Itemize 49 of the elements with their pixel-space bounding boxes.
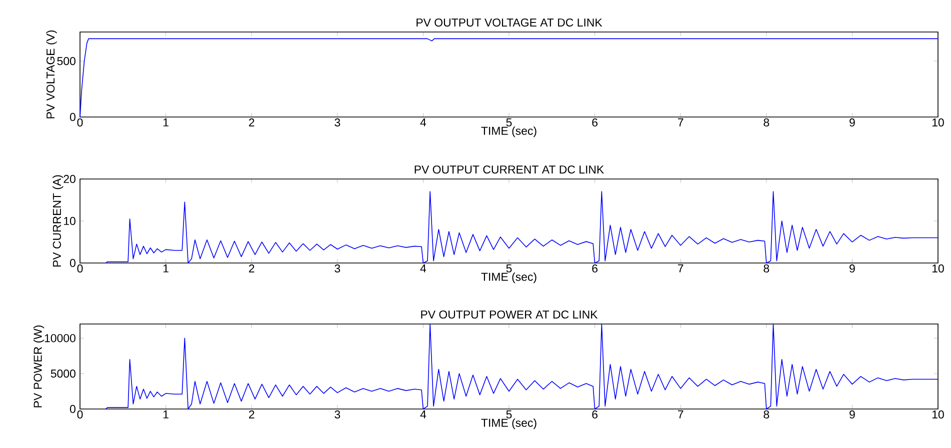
x-tick-label: 1 bbox=[163, 264, 168, 272]
chart-title: PV OUTPUT VOLTAGE AT DC LINK bbox=[416, 18, 602, 27]
x-axis-title: TIME (sec) bbox=[481, 126, 536, 138]
x-tick-label: 8 bbox=[764, 264, 770, 273]
y-tick-label: 5000 bbox=[50, 370, 76, 378]
x-tick-label: 10 bbox=[932, 264, 944, 273]
x-tick-label: 10 bbox=[932, 118, 944, 127]
y-axis-title: PV CURRENT (A) bbox=[52, 175, 64, 267]
y-tick-label: 20 bbox=[64, 174, 76, 184]
x-tick-label: 9 bbox=[850, 264, 855, 273]
x-tick-label: 6 bbox=[592, 118, 598, 127]
y-axis-title: PV POWER (W) bbox=[33, 325, 44, 408]
y-axis-title: PV VOLTAGE (V) bbox=[46, 30, 57, 118]
x-tick-label: 5 bbox=[506, 264, 512, 272]
x-tick-label: 7 bbox=[678, 410, 684, 418]
x-tick-label: 3 bbox=[334, 118, 340, 127]
x-tick-label: 4 bbox=[420, 264, 426, 272]
x-tick-label: 9 bbox=[850, 118, 855, 127]
x-tick-label: 2 bbox=[249, 410, 254, 418]
line-series bbox=[105, 191, 938, 264]
x-tick-label: 3 bbox=[334, 410, 340, 419]
x-tick-label: 4 bbox=[420, 118, 426, 126]
x-tick-label: 7 bbox=[678, 118, 684, 126]
x-tick-label: 8 bbox=[764, 118, 770, 127]
y-tick-label: 500 bbox=[57, 57, 76, 66]
x-tick-label: 2 bbox=[249, 264, 254, 272]
x-tick-label: 10 bbox=[932, 410, 944, 419]
x-tick-label: 5 bbox=[506, 410, 512, 418]
chart-title: PV OUTPUT CURRENT AT DC LINK bbox=[414, 165, 604, 174]
line-series bbox=[105, 324, 938, 410]
x-tick-label: 0 bbox=[77, 264, 83, 273]
x-axis-title: TIME (sec) bbox=[481, 418, 536, 430]
x-axis-title: TIME (sec) bbox=[481, 272, 536, 284]
x-tick-label: 1 bbox=[163, 118, 168, 126]
chart-title: PV OUTPUT POWER AT DC LINK bbox=[421, 310, 598, 319]
x-tick-label: 9 bbox=[850, 410, 855, 419]
x-tick-label: 6 bbox=[592, 264, 598, 273]
x-tick-label: 0 bbox=[77, 410, 83, 419]
y-tick-label: 10000 bbox=[44, 334, 76, 342]
x-tick-label: 0 bbox=[77, 118, 83, 127]
x-tick-label: 8 bbox=[764, 410, 770, 419]
x-tick-label: 1 bbox=[163, 410, 168, 418]
y-tick-label: 10 bbox=[64, 216, 76, 226]
x-tick-label: 5 bbox=[506, 118, 512, 126]
x-tick-label: 3 bbox=[334, 264, 340, 273]
x-tick-label: 6 bbox=[592, 410, 598, 419]
x-tick-label: 2 bbox=[249, 118, 254, 126]
x-tick-label: 4 bbox=[420, 410, 426, 418]
x-tick-label: 7 bbox=[678, 264, 684, 272]
